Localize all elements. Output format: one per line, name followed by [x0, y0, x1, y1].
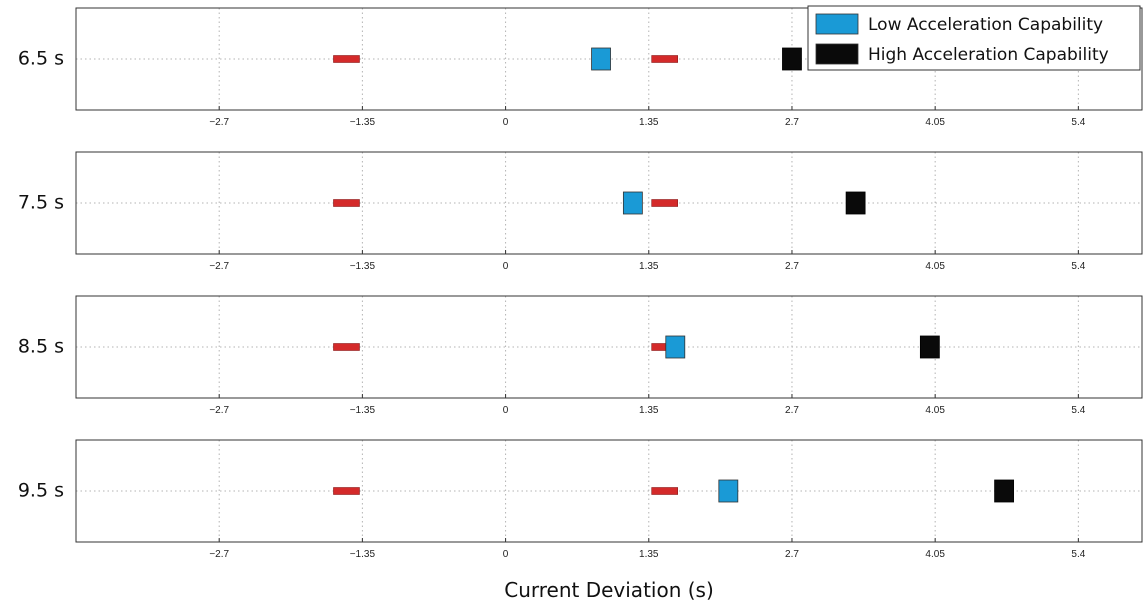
x-tick-label: 2.7	[785, 117, 799, 128]
x-tick-label: −1.35	[350, 261, 376, 272]
low-accel-marker	[718, 479, 739, 503]
x-tick-label: 4.05	[925, 405, 945, 416]
legend-box	[807, 5, 1141, 71]
low-accel-marker	[665, 335, 686, 359]
low-accel-marker	[591, 47, 611, 71]
x-tick-label: −1.35	[350, 117, 376, 128]
x-tick-label: 0	[503, 261, 509, 272]
x-tick-label: 1.35	[639, 549, 659, 560]
x-tick-label: 5.4	[1071, 261, 1085, 272]
x-tick-label: 2.7	[785, 261, 799, 272]
legend: Low Acceleration Capability High Acceler…	[807, 5, 1141, 71]
upper-bound-marker	[651, 487, 678, 495]
legend-label-low: Low Acceleration Capability	[868, 15, 1103, 35]
panel-frame	[75, 7, 1143, 111]
panel-2: −2.7 −1.35 0 1.35 2.7 4.05 5.4 8.5 s	[18, 295, 1143, 416]
panel-3: −2.7 −1.35 0 1.35 2.7 4.05 5.4 9.5 s	[18, 439, 1143, 560]
x-tick-label: −2.7	[209, 261, 229, 272]
high-accel-marker	[994, 479, 1015, 503]
x-tick-label: −2.7	[209, 117, 229, 128]
x-tick-label: 1.35	[639, 405, 659, 416]
legend-label-high: High Acceleration Capability	[868, 45, 1109, 65]
high-accel-marker	[919, 335, 940, 359]
x-tick-label: 4.05	[925, 261, 945, 272]
x-tick-label: 5.4	[1071, 117, 1085, 128]
x-tick-label: 5.4	[1071, 405, 1085, 416]
x-tick-label: 1.35	[639, 117, 659, 128]
x-tick-label: 1.35	[639, 261, 659, 272]
legend-swatch-high	[815, 43, 859, 65]
x-tick-label: −2.7	[209, 405, 229, 416]
x-tick-label: 5.4	[1071, 549, 1085, 560]
panels: −2.7 −1.35 0 1.35 2.7 4.05 5.4 6.5 s −2.7 −1.35 0 1…	[18, 7, 1143, 560]
x-tick-label: 2.7	[785, 405, 799, 416]
row-label: 6.5 s	[18, 48, 64, 70]
lower-bound-marker	[333, 487, 360, 495]
low-accel-marker	[622, 191, 643, 215]
x-tick-label: −1.35	[350, 549, 376, 560]
upper-bound-marker	[651, 199, 678, 207]
x-tick-label: 4.05	[925, 549, 945, 560]
high-accel-marker	[845, 191, 866, 215]
x-tick-label: 2.7	[785, 549, 799, 560]
panel-frame	[75, 439, 1143, 543]
x-tick-label: 4.05	[925, 117, 945, 128]
x-tick-label: −1.35	[350, 405, 376, 416]
high-accel-marker	[782, 47, 802, 71]
x-tick-label: 0	[503, 549, 509, 560]
x-tick-label: 0	[503, 117, 509, 128]
x-tick-label: −2.7	[209, 549, 229, 560]
row-label: 9.5 s	[18, 480, 64, 502]
lower-bound-marker	[333, 55, 360, 63]
lower-bound-marker	[333, 199, 360, 207]
lower-bound-marker	[333, 343, 360, 351]
panel-frame	[75, 151, 1143, 255]
x-tick-label: 0	[503, 405, 509, 416]
upper-bound-marker	[651, 55, 678, 63]
panel-frame	[75, 295, 1143, 399]
panel-1: −2.7 −1.35 0 1.35 2.7 4.05 5.4 7.5 s	[18, 151, 1143, 272]
row-label: 7.5 s	[18, 192, 64, 214]
legend-swatch-low	[815, 13, 859, 35]
x-axis-label: Current Deviation (s)	[504, 578, 714, 602]
row-label: 8.5 s	[18, 336, 64, 358]
